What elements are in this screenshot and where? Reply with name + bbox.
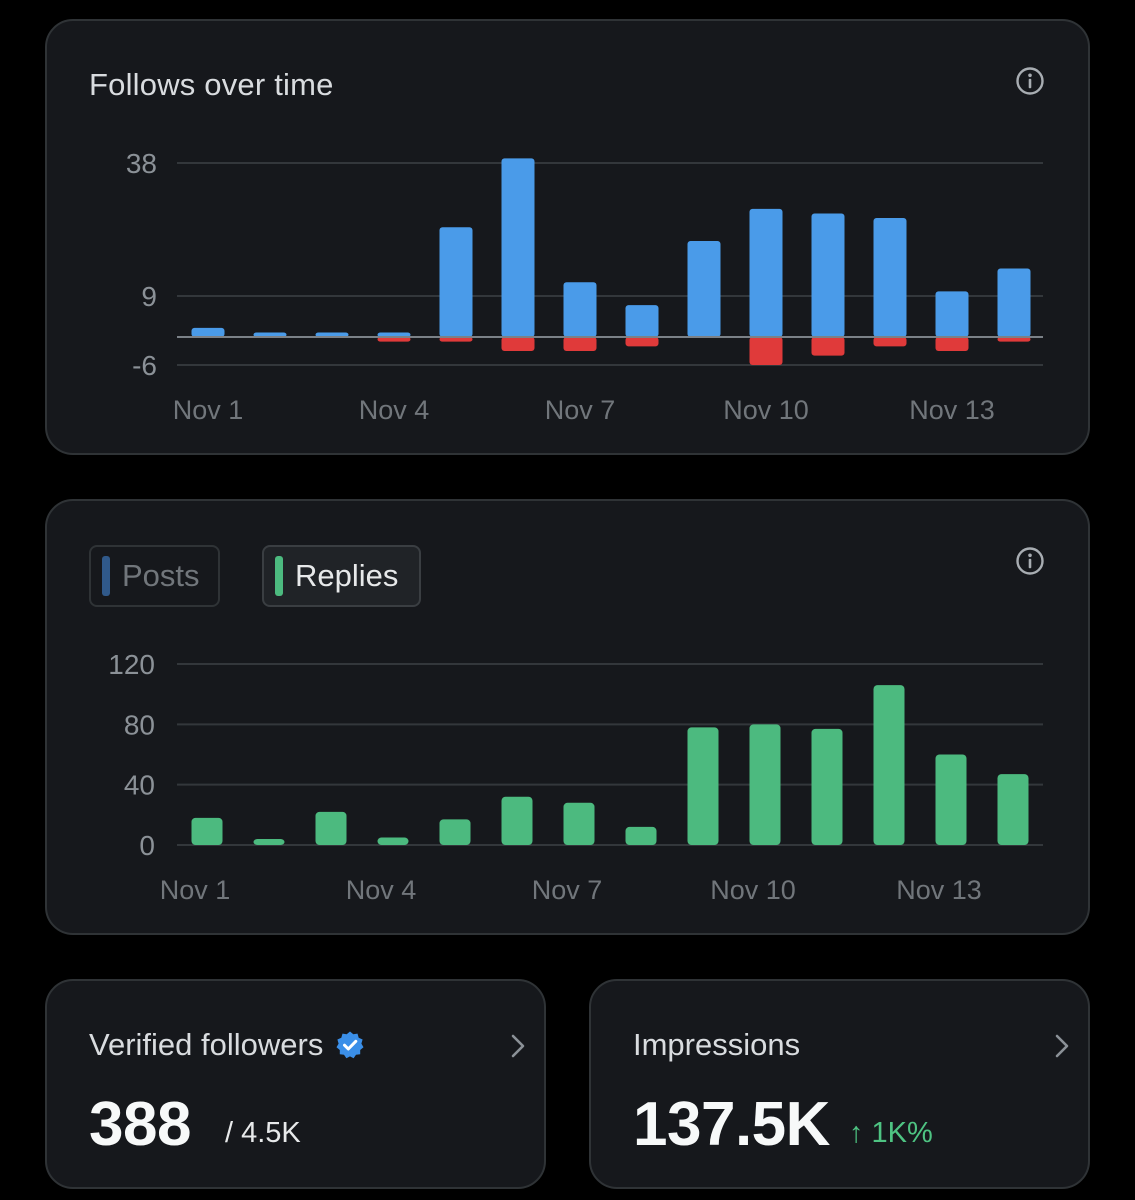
x-tick-label: Nov 10 [723,395,809,425]
unfollows-bar [439,337,473,342]
follows-bar [687,240,721,337]
replies-bar [687,727,719,845]
unfollows-bar [749,337,783,365]
follows-bar [377,332,411,337]
chevron-right-icon[interactable] [1052,1031,1072,1061]
follows-bar [811,213,845,337]
x-tick-label: Nov 10 [710,875,796,905]
verified-followers-label: Verified followers [89,1027,324,1062]
replies-bar [625,826,657,845]
x-tick-label: Nov 1 [160,875,231,905]
replies-bar [873,685,905,845]
impressions-card[interactable]: Impressions 137.5K ↑ 1K% [589,979,1090,1189]
unfollows-bar [997,337,1031,342]
replies-toggle[interactable]: Replies [262,545,421,607]
replies-bar [749,724,781,845]
follows-over-time-card: Follows over time 38 9 -6 Nov 1 Nov 4 Nov 7 No… [45,19,1090,455]
unfollows-bar [501,337,535,351]
verified-followers-value: 388 [89,1090,191,1159]
replies-bar [191,817,223,845]
x-tick-label: Nov 13 [896,875,982,905]
replies-toggle-label: Replies [295,558,399,593]
y-tick-label: 9 [141,281,157,312]
replies-bar [439,819,471,845]
info-icon[interactable] [1015,66,1045,96]
y-tick-label: 40 [124,770,155,801]
y-tick-label: 0 [139,830,155,861]
posts-replies-card: Posts Replies 120 80 40 0 Nov 1 Nov 4 Nov 7 Nov… [45,499,1090,935]
impressions-change: ↑ 1K% [849,1117,933,1149]
y-tick-label: 80 [124,709,155,740]
follows-bar [935,291,969,337]
replies-bar [997,774,1029,845]
replies-bar [377,837,409,845]
posts-toggle-label: Posts [122,558,200,593]
follows-bar [315,332,349,337]
replies-bar [935,754,967,845]
follows-bar [873,218,907,337]
replies-bar [563,802,595,845]
follows-card-title: Follows over time [89,67,334,102]
replies-bar [501,796,533,845]
follows-bar [997,268,1031,337]
impressions-title: Impressions [633,1027,801,1062]
impressions-value: 137.5K [633,1090,830,1159]
unfollows-bar [625,337,659,347]
follows-bar [191,327,225,337]
chevron-right-icon[interactable] [508,1031,528,1061]
unfollows-bar [873,337,907,347]
follows-bar [625,305,659,337]
verified-followers-title: Verified followers [89,1027,365,1063]
x-tick-label: Nov 7 [532,875,603,905]
posts-swatch [102,556,110,596]
replies-bar [315,811,347,845]
follows-bar [439,227,473,337]
verified-badge-icon [336,1031,364,1059]
y-tick-label: 120 [108,649,155,680]
unfollows-bar [811,337,845,356]
y-tick-label: 38 [126,148,157,179]
unfollows-bar [563,337,597,351]
replies-swatch [275,556,283,596]
x-tick-label: Nov 4 [359,395,430,425]
unfollows-bar [377,337,411,342]
x-tick-label: Nov 13 [909,395,995,425]
unfollows-bar [935,337,969,351]
y-tick-label: -6 [132,350,157,381]
x-tick-label: Nov 4 [346,875,417,905]
follows-bar [501,158,535,337]
follows-bar [749,208,783,337]
info-icon[interactable] [1015,546,1045,576]
follows-bar [253,332,287,337]
x-tick-label: Nov 7 [545,395,616,425]
posts-toggle[interactable]: Posts [89,545,220,607]
follows-bar-chart: 38 9 -6 Nov 1 Nov 4 Nov 7 Nov 10 Nov 13 [126,148,1043,425]
replies-bar [811,728,843,845]
replies-bar [253,838,285,845]
verified-followers-total: / 4.5K [225,1117,301,1149]
verified-followers-card[interactable]: Verified followers 388 / 4.5K [45,979,546,1189]
x-tick-label: Nov 1 [173,395,244,425]
follows-bar [563,282,597,337]
